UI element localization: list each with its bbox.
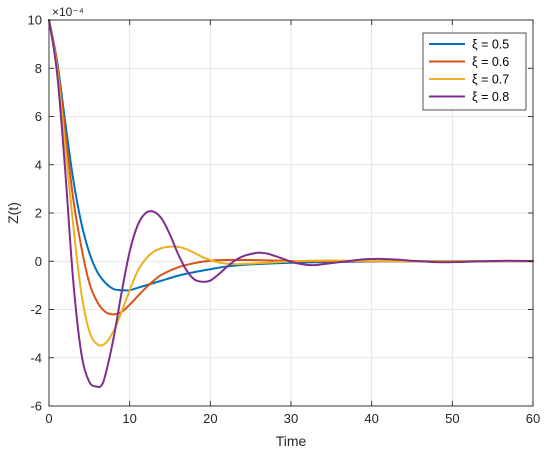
legend-label-2: ξ = 0.6 xyxy=(472,55,509,69)
y-tick-label: -6 xyxy=(30,399,42,414)
x-tick-label: 50 xyxy=(445,411,459,426)
y-tick-label: -2 xyxy=(30,302,42,317)
y-tick-label: 0 xyxy=(35,254,42,269)
tick-labels: 0 10 20 30 40 50 60 -6 -4 -2 0 2 4 6 8 10 xyxy=(28,13,541,427)
series-line-4 xyxy=(48,19,534,389)
x-tick-label: 30 xyxy=(284,411,298,426)
y-tick-label: 2 xyxy=(35,206,42,221)
legend-label-1: ξ = 0.5 xyxy=(472,38,509,52)
x-tick-label: 0 xyxy=(45,411,52,426)
y-tick-label: 8 xyxy=(35,61,42,76)
y-tick-label: 4 xyxy=(35,157,42,172)
y-axis-title: Z(t) xyxy=(5,202,21,224)
series-layer xyxy=(48,19,534,389)
y-tick-label: -4 xyxy=(30,350,42,365)
y-exponent-label: ×10⁻⁴ xyxy=(52,5,84,19)
legend-label-4: ξ = 0.8 xyxy=(472,90,509,104)
y-tick-label: 10 xyxy=(28,13,42,28)
x-axis-title: Time xyxy=(276,433,307,449)
x-tick-label: 10 xyxy=(122,411,136,426)
series-line-3 xyxy=(48,19,534,347)
x-tick-label: 40 xyxy=(364,411,378,426)
legend: ξ = 0.5 ξ = 0.6 ξ = 0.7 ξ = 0.8 xyxy=(422,32,527,111)
x-tick-label: 60 xyxy=(526,411,540,426)
x-tick-label: 20 xyxy=(203,411,217,426)
legend-label-3: ξ = 0.7 xyxy=(472,73,509,87)
axes xyxy=(48,19,534,407)
y-tick-label: 6 xyxy=(35,109,42,124)
